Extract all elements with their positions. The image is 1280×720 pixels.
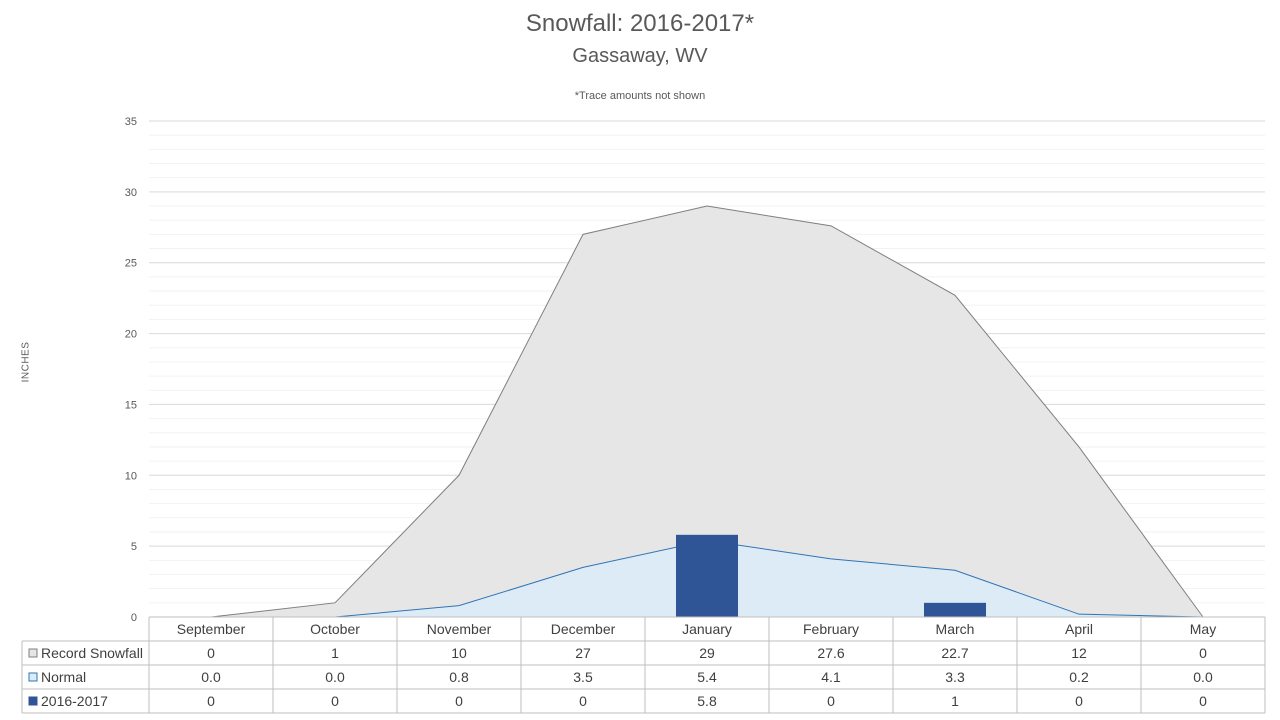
chart-subtitle: Gassaway, WV bbox=[572, 45, 708, 67]
chart-title: Snowfall: 2016-2017* bbox=[525, 10, 755, 37]
category-label-may: May bbox=[1190, 621, 1216, 637]
category-label-january: January bbox=[682, 621, 732, 637]
data-label: 1 bbox=[331, 645, 339, 661]
data-label: 0 bbox=[207, 645, 215, 661]
category-label-september: September bbox=[177, 621, 246, 637]
data-label: 3.3 bbox=[945, 669, 965, 685]
data-label: 0.0 bbox=[1193, 669, 1213, 685]
category-label-march: March bbox=[936, 621, 975, 637]
data-label: 5.8 bbox=[697, 693, 717, 709]
data-label: 27 bbox=[575, 645, 591, 661]
category-label-october: October bbox=[310, 621, 360, 637]
y-tick-label: 25 bbox=[125, 258, 137, 270]
data-label: 1 bbox=[951, 693, 959, 709]
legend-key-1 bbox=[28, 672, 38, 682]
y-tick-label: 5 bbox=[131, 541, 137, 553]
data-label: 22.7 bbox=[941, 645, 968, 661]
legend-label-1: Normal bbox=[41, 669, 86, 685]
legend-key-2 bbox=[28, 696, 38, 706]
data-label: 0 bbox=[331, 693, 339, 709]
data-label: 29 bbox=[699, 645, 715, 661]
y-tick-label: 0 bbox=[131, 612, 137, 624]
data-label: 0 bbox=[1199, 645, 1207, 661]
data-label: 5.4 bbox=[697, 669, 717, 685]
data-label: 0.0 bbox=[325, 669, 345, 685]
data-label: 12 bbox=[1071, 645, 1087, 661]
data-label: 3.5 bbox=[573, 669, 593, 685]
category-label-february: February bbox=[803, 621, 859, 637]
area-fill-0 bbox=[211, 206, 1203, 617]
category-label-april: April bbox=[1065, 621, 1093, 637]
chart-note: *Trace amounts not shown bbox=[574, 90, 706, 102]
data-label: 0 bbox=[207, 693, 215, 709]
data-label: 0 bbox=[1199, 693, 1207, 709]
category-label-december: December bbox=[551, 621, 616, 637]
y-tick-label: 30 bbox=[125, 187, 137, 199]
data-label: 4.1 bbox=[821, 669, 841, 685]
data-label: 27.6 bbox=[817, 645, 844, 661]
data-label: 0 bbox=[1075, 693, 1083, 709]
bar-march bbox=[924, 602, 986, 617]
y-tick-label: 15 bbox=[125, 399, 137, 411]
bar-january bbox=[676, 534, 738, 617]
legend-label-0: Record Snowfall bbox=[41, 645, 143, 661]
category-label-november: November bbox=[427, 621, 492, 637]
data-label: 0 bbox=[827, 693, 835, 709]
y-tick-label: 35 bbox=[125, 116, 137, 128]
data-label: 0 bbox=[455, 693, 463, 709]
data-label: 10 bbox=[451, 645, 467, 661]
legend-key-0 bbox=[28, 648, 38, 658]
y-tick-label: 20 bbox=[125, 329, 137, 341]
data-label: 0.8 bbox=[449, 669, 469, 685]
data-label: 0.2 bbox=[1069, 669, 1089, 685]
legend-label-2: 2016-2017 bbox=[41, 693, 108, 709]
data-label: 0.0 bbox=[201, 669, 221, 685]
data-label: 0 bbox=[579, 693, 587, 709]
y-tick-label: 10 bbox=[125, 470, 137, 482]
